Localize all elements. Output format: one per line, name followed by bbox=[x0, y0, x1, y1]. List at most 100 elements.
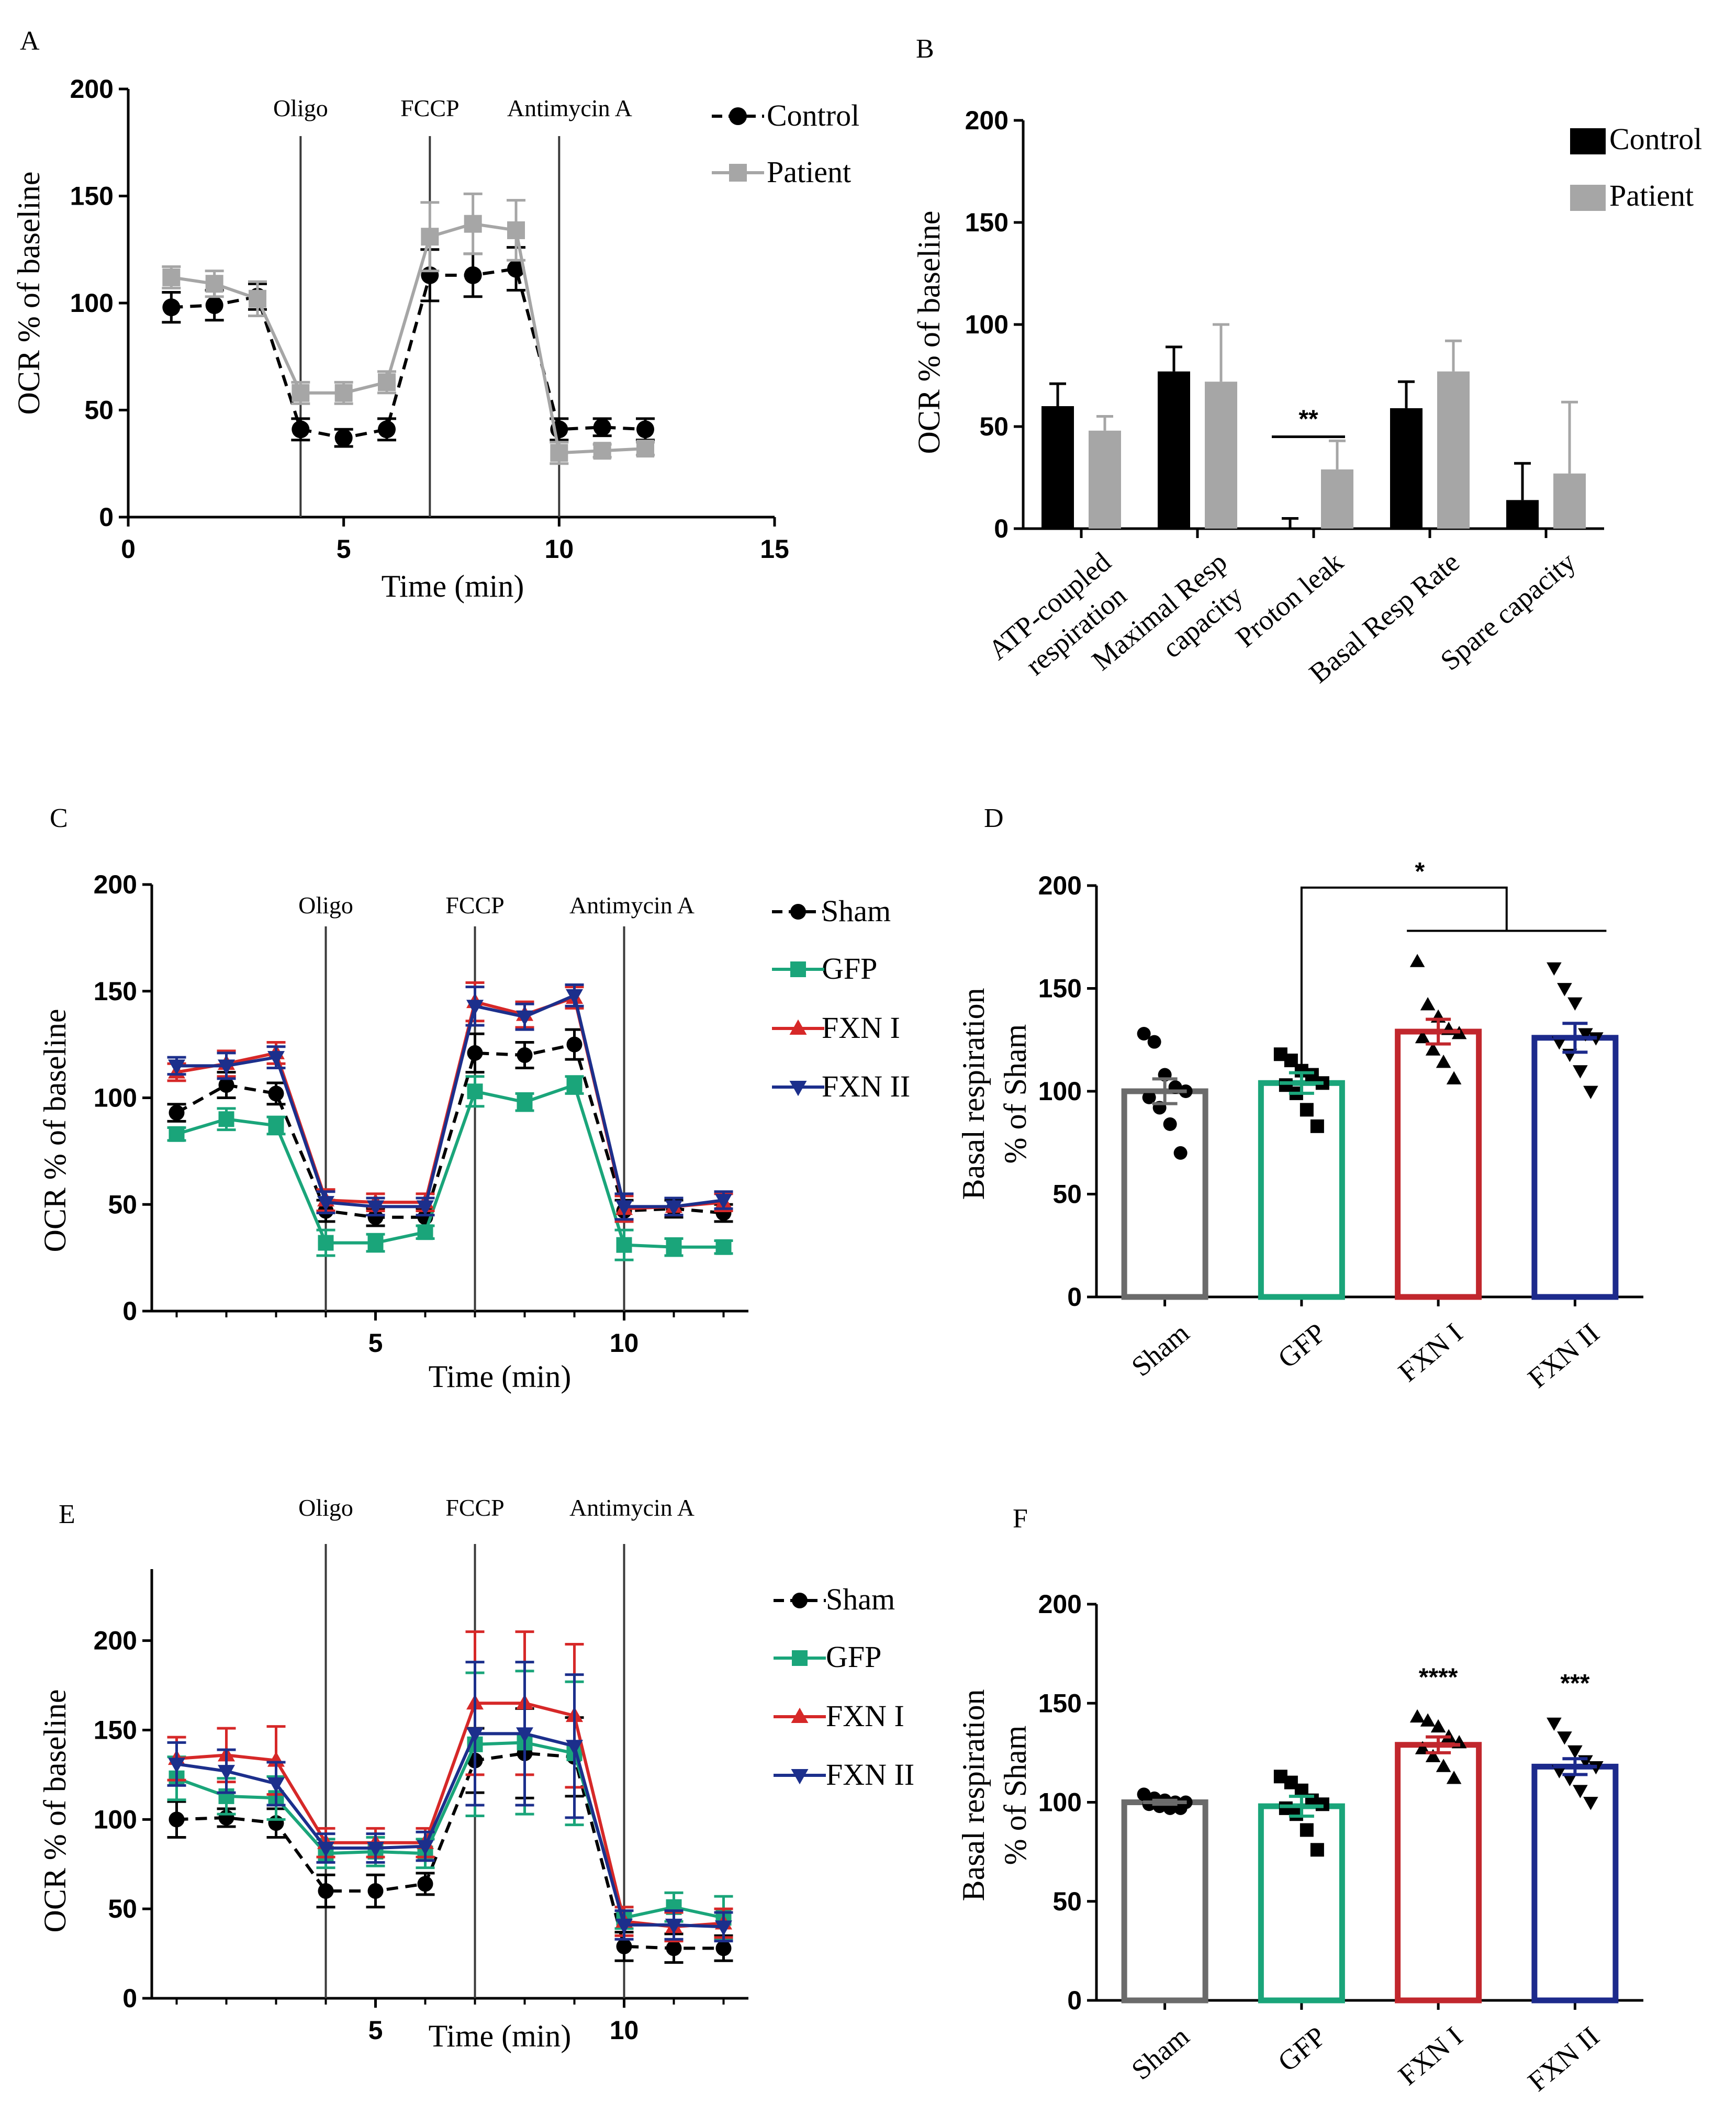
panel-d-y-tick-label-200: 200 bbox=[1038, 871, 1082, 900]
panel-c-point-fxn-ii-3 bbox=[267, 1051, 285, 1067]
panel-d-data-point-fxn-i-5 bbox=[1415, 1029, 1430, 1044]
legend-label-control: Control bbox=[767, 98, 859, 132]
panel-c-injection-label-fccp: FCCP bbox=[445, 892, 505, 919]
legend-marker-fxn-ii bbox=[791, 1769, 809, 1785]
panel-d-y-tick-label-0: 0 bbox=[1067, 1282, 1082, 1312]
panel-a-point-control-4 bbox=[292, 420, 310, 439]
panel-a-y-tick-label-150: 150 bbox=[70, 182, 114, 211]
panel-c-point-gfp-2 bbox=[218, 1111, 234, 1127]
panel-c-point-fxn-ii-7 bbox=[466, 1000, 484, 1015]
panel-a-point-patient-7 bbox=[421, 228, 439, 246]
panel-e-point-sham-10 bbox=[616, 1938, 632, 1954]
panel-c-point-gfp-10 bbox=[616, 1237, 632, 1253]
panel-e-series-line-fxn-ii bbox=[176, 1732, 724, 1929]
panel-a-point-patient-8 bbox=[464, 215, 482, 233]
panel-e-y-axis-label: OCR % of baseline bbox=[38, 1689, 72, 1933]
panel-d-significance-bracket bbox=[1300, 886, 1508, 1067]
panel-c-point-fxn-ii-10 bbox=[615, 1200, 633, 1216]
panel-a-point-control-5 bbox=[334, 429, 353, 447]
panel-d-y-tick-label-150: 150 bbox=[1038, 974, 1082, 1003]
panel-c-point-sham-9 bbox=[566, 1036, 583, 1053]
panel-a-point-patient-10 bbox=[550, 444, 568, 462]
panel-d-data-point-fxn-i-7 bbox=[1436, 1055, 1451, 1068]
panel-e-x-tick-label-5: 5 bbox=[368, 2016, 383, 2045]
panel-d-data-point-fxn-i-6 bbox=[1425, 1042, 1441, 1056]
panel-f-data-point-fxn-i-2 bbox=[1430, 1719, 1446, 1733]
panel-c-injection-label-antimycin-a: Antimycin A bbox=[569, 892, 695, 919]
panel-e-series-line-gfp bbox=[176, 1741, 724, 1920]
legend-label-fxn-i: FXN I bbox=[826, 1699, 904, 1733]
panel-d-data-point-sham-1 bbox=[1147, 1035, 1161, 1049]
panel-c-point-gfp-11 bbox=[666, 1239, 682, 1255]
panel-a-point-patient-4 bbox=[292, 384, 310, 402]
panel-a-point-patient-6 bbox=[378, 373, 396, 391]
panel-label-c: C bbox=[50, 803, 68, 833]
panel-e-line-chart: OCR % of baseline Time (min) Sham GFP FX… bbox=[38, 1494, 914, 2053]
panel-f-y-tick-label-50: 50 bbox=[1052, 1887, 1082, 1916]
panel-a-y-tick-label-100: 100 bbox=[70, 288, 114, 318]
panel-c-point-fxn-ii-11 bbox=[665, 1200, 682, 1216]
legend-marker-fxn-i bbox=[791, 1707, 809, 1723]
panel-b-y-axis-label: OCR % of baseline bbox=[912, 211, 946, 454]
panel-b-bar-patient-maximal-resp-capacity bbox=[1205, 382, 1237, 529]
panel-a-injection-label-fccp: FCCP bbox=[400, 95, 460, 121]
panel-b-bar-control-maximal-resp-capacity bbox=[1158, 371, 1190, 529]
panel-d-data-point-fxn-ii-1 bbox=[1557, 983, 1572, 997]
panel-c-point-sham-2 bbox=[218, 1077, 234, 1093]
panel-c-point-sham-3 bbox=[268, 1086, 284, 1102]
legend-marker-patient bbox=[729, 164, 747, 182]
panel-e-point-sham-5 bbox=[367, 1883, 384, 1899]
panel-c-x-tick-label-10: 10 bbox=[610, 1328, 639, 1358]
panel-a-y-tick-label-50: 50 bbox=[84, 396, 114, 425]
panel-f-data-point-fxn-i-7 bbox=[1436, 1759, 1451, 1772]
panel-f-data-point-fxn-ii-0 bbox=[1547, 1717, 1562, 1731]
panel-f-data-point-gfp-8 bbox=[1310, 1843, 1324, 1857]
panel-e-injection-label-fccp: FCCP bbox=[445, 1494, 505, 1521]
panel-d-significance-stars: * bbox=[1415, 858, 1425, 886]
panel-c-series-line-fxn-ii bbox=[176, 993, 724, 1208]
panel-e-point-sham-4 bbox=[318, 1883, 334, 1899]
panel-c-y-tick-label-50: 50 bbox=[108, 1190, 137, 1219]
panel-a-point-patient-1 bbox=[162, 268, 181, 286]
panel-f-data-point-fxn-ii-1 bbox=[1557, 1731, 1572, 1745]
panel-f-y-tick-label-0: 0 bbox=[1067, 1986, 1082, 2015]
panel-c-y-tick-label-100: 100 bbox=[94, 1083, 137, 1113]
panel-c-point-fxn-ii-12 bbox=[715, 1194, 732, 1210]
panel-e-point-fxn-ii-1 bbox=[168, 1758, 185, 1773]
legend-swatch-control bbox=[1570, 128, 1606, 154]
panel-e-point-fxn-ii-8 bbox=[516, 1727, 533, 1743]
panel-b-bar-patient-basal-resp-rate bbox=[1437, 371, 1470, 529]
panel-d-data-point-fxn-ii-7 bbox=[1573, 1065, 1588, 1079]
panel-a-point-control-2 bbox=[205, 296, 223, 315]
panel-e-injection-label-oligo: Oligo bbox=[298, 1494, 353, 1521]
panel-f-y-tick-label-200: 200 bbox=[1038, 1590, 1082, 1619]
panel-e-point-sham-12 bbox=[715, 1940, 732, 1956]
panel-d-data-point-fxn-i-8 bbox=[1446, 1071, 1462, 1084]
panel-e-point-fxn-ii-5 bbox=[367, 1842, 384, 1857]
legend-label-sham: Sham bbox=[822, 894, 891, 928]
panel-e-point-fxn-ii-7 bbox=[466, 1727, 484, 1743]
panel-f-data-point-fxn-ii-5 bbox=[1552, 1765, 1567, 1778]
panel-d-data-point-fxn-i-0 bbox=[1409, 954, 1425, 967]
panel-a-point-control-11 bbox=[593, 418, 611, 437]
panel-c-x-tick-label-5: 5 bbox=[368, 1328, 383, 1358]
legend-marker-gfp bbox=[790, 961, 806, 977]
panel-a-y-tick-label-200: 200 bbox=[70, 74, 114, 104]
panel-c-point-gfp-8 bbox=[517, 1094, 533, 1110]
panel-c-point-gfp-5 bbox=[367, 1235, 384, 1251]
panel-c-y-tick-label-150: 150 bbox=[94, 977, 137, 1006]
legend-swatch-patient bbox=[1570, 185, 1606, 211]
panel-e-y-tick-label-200: 200 bbox=[94, 1626, 137, 1655]
legend-label-gfp: GFP bbox=[822, 952, 877, 986]
panel-e-injection-label-antimycin-a: Antimycin A bbox=[569, 1494, 695, 1521]
panel-e-x-tick-label-10: 10 bbox=[610, 2016, 639, 2045]
panel-d-y-axis-label-line-1: Basal respiration bbox=[956, 988, 991, 1200]
legend-marker-fxn-ii bbox=[789, 1081, 807, 1096]
panel-d-data-point-gfp-8 bbox=[1310, 1119, 1324, 1133]
panel-e-y-tick-label-150: 150 bbox=[94, 1716, 137, 1745]
panel-a-x-axis-label: Time (min) bbox=[382, 569, 524, 603]
legend-label-fxn-ii: FXN II bbox=[826, 1758, 914, 1792]
panel-c-point-sham-8 bbox=[517, 1047, 533, 1063]
panel-b-y-tick-label-50: 50 bbox=[979, 412, 1009, 441]
panel-a-point-control-9 bbox=[507, 260, 525, 278]
